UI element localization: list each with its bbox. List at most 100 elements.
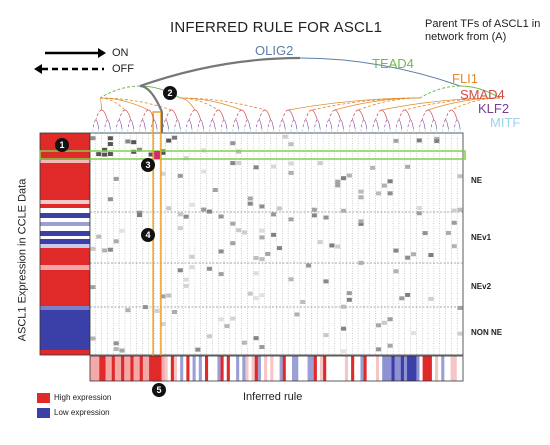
- tree-edge-klf2: [154, 119, 158, 130]
- tree-edge-smad4: [95, 109, 102, 121]
- inferred-rule-cell: [313, 356, 318, 381]
- tree-edge-smad4: [212, 109, 219, 121]
- inferred-rule-cell: [127, 356, 131, 381]
- heatmap-cell: [393, 248, 399, 253]
- heatmap-cell: [160, 322, 166, 327]
- tree-edge-tead4: [99, 85, 141, 99]
- heatmap-cell: [189, 265, 195, 270]
- tree-edge-klf2: [395, 119, 399, 130]
- heatmap-cell: [183, 156, 189, 161]
- heatmap-cell: [183, 277, 189, 282]
- tree-edge-klf2: [442, 119, 446, 130]
- heatmap-cell: [166, 138, 172, 143]
- highlight-path: [139, 84, 164, 113]
- inferred-rule-cell: [189, 356, 193, 381]
- heatmap-cell: [90, 336, 96, 341]
- heatmap-cell: [247, 291, 253, 296]
- inferred-rule-cell: [96, 356, 100, 381]
- inferred-rule-cell: [301, 356, 305, 381]
- marker-1: 1: [55, 138, 69, 152]
- heatmap-cell: [218, 249, 224, 254]
- tree-edge-klf2: [407, 119, 411, 130]
- heatmap-cell: [294, 312, 300, 317]
- inferred-rule-cell: [407, 356, 411, 381]
- tf-label-smad4: SMAD4: [460, 87, 505, 102]
- heatmap-cell: [288, 142, 294, 147]
- heatmap-cell: [90, 136, 96, 141]
- highlight-row: [39, 150, 466, 160]
- heatmap-cell: [131, 140, 137, 145]
- heatmap-cell: [137, 210, 143, 215]
- tree-edge-klf2: [212, 119, 216, 130]
- heatmap-cell: [271, 164, 277, 169]
- inferred-rule-cell: [372, 356, 377, 381]
- tree-edge-smad4: [171, 109, 178, 121]
- heatmap-cell: [247, 196, 253, 201]
- tree-edge-smad4: [305, 109, 312, 121]
- tree-edge-fli1: [179, 97, 219, 111]
- tree-edge-klf2: [387, 119, 391, 130]
- heatmap-cell: [102, 147, 108, 152]
- tree-edge-klf2: [139, 119, 143, 130]
- heatmap-cell: [259, 228, 265, 233]
- heatmap-cell: [276, 246, 282, 251]
- tree-edge-klf2: [197, 119, 201, 130]
- heatmap-cell: [265, 251, 271, 256]
- heatmap-cell: [346, 297, 352, 302]
- inferred-rule-cell: [382, 356, 386, 381]
- inferred-rule-cell: [344, 356, 349, 381]
- inferred-rule-cell: [217, 356, 221, 381]
- heatmap-cell: [113, 347, 119, 352]
- tree-edge-klf2: [115, 119, 120, 130]
- heatmap-cell: [259, 204, 265, 209]
- heatmap-cell: [375, 347, 382, 352]
- heatmap-cell: [160, 294, 166, 299]
- heatmap-cell: [259, 257, 265, 262]
- tree-edge-tead4: [459, 85, 501, 99]
- heatmap-cell: [451, 220, 457, 225]
- heatmap-cell: [113, 341, 119, 346]
- tree-edge-klf2: [293, 119, 298, 130]
- heatmap-cell: [259, 293, 265, 298]
- heatmap-cell: [96, 152, 102, 157]
- highlight-path: [139, 56, 301, 88]
- inferred-rule-cell: [360, 356, 364, 381]
- tree-edge-klf2: [337, 119, 341, 130]
- tree-edge-klf2: [150, 119, 155, 130]
- tree-edge-klf2: [244, 119, 248, 130]
- inferred-rule-cell: [220, 356, 224, 381]
- tree-edge-smad4: [101, 109, 108, 121]
- heatmap-cell: [393, 138, 399, 143]
- inferred-rule-cell: [205, 356, 209, 381]
- inferred-rule-cell: [211, 356, 215, 381]
- tree-edge-smad4: [188, 109, 195, 121]
- tree-edge-klf2: [398, 119, 403, 130]
- y-axis-label: ASCL1 Expression in CCLE Data: [16, 178, 29, 342]
- heatmap-cell: [387, 179, 393, 184]
- inferred-rule-cell: [186, 356, 190, 381]
- tree-edge-smad4: [451, 109, 458, 121]
- heatmap-cell: [457, 305, 463, 310]
- group-label-ne: NE: [471, 176, 483, 185]
- heatmap-cell: [341, 349, 347, 354]
- heatmap-cell: [90, 285, 96, 290]
- heatmap-cell: [160, 171, 166, 176]
- heatmap-cell: [183, 283, 189, 288]
- low-expression-label: Low expression: [54, 408, 110, 417]
- tree-edge-smad4: [165, 109, 172, 121]
- tree-edge-smad4: [281, 109, 289, 121]
- tree-edge-klf2: [325, 119, 330, 130]
- tree-edge-smad4: [235, 109, 242, 121]
- tree-edge-klf2: [372, 119, 376, 130]
- heatmap-cell: [311, 213, 317, 218]
- heatmap-cell: [259, 345, 265, 350]
- tree-edge-smad4: [258, 109, 265, 121]
- low-expression-swatch: [37, 408, 50, 418]
- inferred-rule-cell: [93, 356, 97, 381]
- heatmap-cell: [288, 161, 294, 166]
- expression-band: [40, 218, 90, 222]
- tree-edge-smad4: [194, 109, 202, 121]
- heatmap-cell: [410, 252, 416, 257]
- heatmap-cell: [445, 230, 451, 235]
- tree-edge-klf2: [177, 119, 181, 130]
